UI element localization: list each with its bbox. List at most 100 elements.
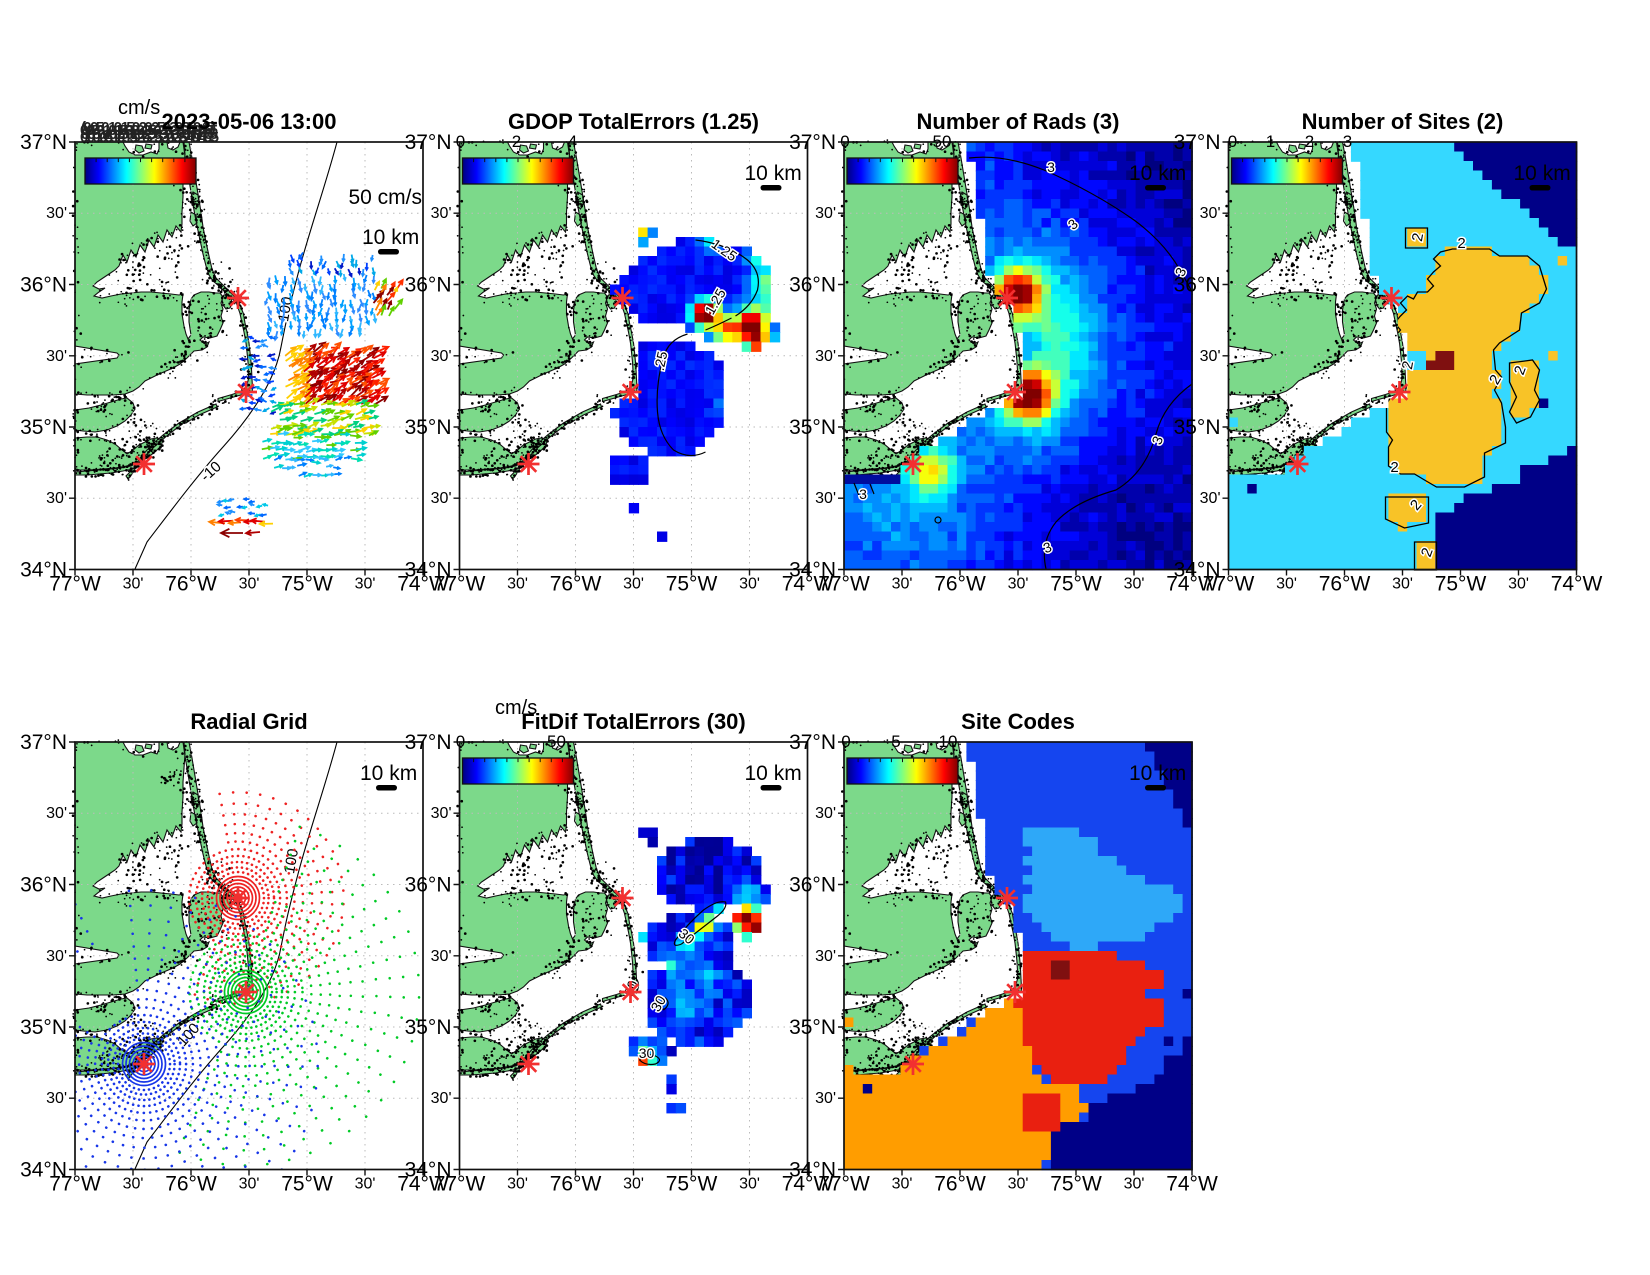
svg-text:77°W: 77°W xyxy=(49,1173,101,1196)
svg-text:36°N: 36°N xyxy=(789,274,836,297)
svg-text:30': 30' xyxy=(1008,576,1029,593)
svg-text:30': 30' xyxy=(46,490,67,507)
svg-text:3: 3 xyxy=(859,486,867,502)
svg-text:Site Codes: Site Codes xyxy=(961,709,1075,734)
svg-text:35°N: 35°N xyxy=(20,416,67,439)
svg-text:75°W: 75°W xyxy=(1050,1173,1102,1196)
svg-text:30': 30' xyxy=(431,1090,452,1107)
svg-text:30': 30' xyxy=(431,948,452,965)
svg-text:35°N: 35°N xyxy=(1174,416,1221,439)
svg-text:75°W: 75°W xyxy=(666,573,718,596)
svg-text:30': 30' xyxy=(355,576,376,593)
svg-text:30': 30' xyxy=(123,1176,144,1193)
svg-text:30': 30' xyxy=(123,576,144,593)
svg-text:34°N: 34°N xyxy=(405,559,452,582)
svg-text:Radial Grid: Radial Grid xyxy=(190,709,307,734)
svg-text:30': 30' xyxy=(431,348,452,365)
svg-text:36°N: 36°N xyxy=(789,874,836,897)
svg-text:30': 30' xyxy=(1124,1176,1145,1193)
svg-text:FitDif TotalErrors (30): FitDif TotalErrors (30) xyxy=(521,709,746,734)
svg-text:30': 30' xyxy=(1124,576,1145,593)
svg-text:34°N: 34°N xyxy=(789,1159,836,1182)
svg-text:0: 0 xyxy=(841,732,850,751)
svg-text:30': 30' xyxy=(46,1090,67,1107)
svg-text:75°W: 75°W xyxy=(1435,573,1487,596)
svg-text:1: 1 xyxy=(1266,132,1275,151)
svg-text:3: 3 xyxy=(1047,159,1055,175)
svg-text:30': 30' xyxy=(815,490,836,507)
svg-text:10 km: 10 km xyxy=(360,762,417,785)
svg-text:30': 30' xyxy=(815,205,836,222)
svg-text:36°N: 36°N xyxy=(405,274,452,297)
svg-text:74°W: 74°W xyxy=(1551,573,1603,596)
svg-text:30': 30' xyxy=(815,1090,836,1107)
svg-text:34°N: 34°N xyxy=(20,559,67,582)
svg-text:74°W: 74°W xyxy=(1166,573,1218,596)
svg-text:30': 30' xyxy=(355,1176,376,1193)
svg-text:30': 30' xyxy=(46,805,67,822)
svg-text:34°N: 34°N xyxy=(789,559,836,582)
svg-text:36°N: 36°N xyxy=(20,874,67,897)
svg-text:50: 50 xyxy=(547,732,566,751)
svg-text:35°N: 35°N xyxy=(789,1016,836,1039)
svg-text:30': 30' xyxy=(1200,348,1221,365)
svg-text:30': 30' xyxy=(507,576,528,593)
svg-text:77°W: 77°W xyxy=(434,573,486,596)
svg-text:10 km: 10 km xyxy=(1129,162,1186,185)
svg-text:30': 30' xyxy=(1276,576,1297,593)
svg-text:36°N: 36°N xyxy=(1174,274,1221,297)
svg-text:77°W: 77°W xyxy=(818,573,870,596)
svg-text:77°W: 77°W xyxy=(434,1173,486,1196)
svg-text:76°W: 76°W xyxy=(550,1173,602,1196)
svg-text:2: 2 xyxy=(512,132,521,151)
svg-text:77°W: 77°W xyxy=(1203,573,1255,596)
svg-text:34°N: 34°N xyxy=(20,1159,67,1182)
svg-text:75°W: 75°W xyxy=(666,1173,718,1196)
svg-text:37°N: 37°N xyxy=(789,131,836,154)
svg-text:.25: .25 xyxy=(651,350,671,373)
svg-text:77°W: 77°W xyxy=(818,1173,870,1196)
svg-text:35°N: 35°N xyxy=(405,1016,452,1039)
svg-text:30': 30' xyxy=(431,805,452,822)
svg-text:74°W: 74°W xyxy=(1166,1173,1218,1196)
svg-text:75°W: 75°W xyxy=(1050,573,1102,596)
svg-text:76°W: 76°W xyxy=(165,573,217,596)
svg-text:10 km: 10 km xyxy=(1129,762,1186,785)
svg-text:34°N: 34°N xyxy=(1174,559,1221,582)
svg-text:3: 3 xyxy=(1343,132,1352,151)
svg-text:30': 30' xyxy=(1508,576,1529,593)
svg-text:10 km: 10 km xyxy=(745,762,802,785)
svg-text:75°W: 75°W xyxy=(281,573,333,596)
svg-text:10 km: 10 km xyxy=(745,162,802,185)
svg-text:0: 0 xyxy=(840,132,849,151)
svg-text:74°W: 74°W xyxy=(782,1173,834,1196)
svg-text:30': 30' xyxy=(46,948,67,965)
svg-text:35°N: 35°N xyxy=(405,416,452,439)
svg-text:76°W: 76°W xyxy=(1319,573,1371,596)
svg-text:30': 30' xyxy=(46,348,67,365)
svg-text:75°W: 75°W xyxy=(281,1173,333,1196)
svg-text:30': 30' xyxy=(431,490,452,507)
svg-text:cm/s: cm/s xyxy=(118,97,160,119)
svg-text:30': 30' xyxy=(46,205,67,222)
svg-text:37°N: 37°N xyxy=(20,131,67,154)
svg-text:4: 4 xyxy=(568,132,577,151)
svg-text:35°N: 35°N xyxy=(789,416,836,439)
svg-text:0: 0 xyxy=(1228,132,1237,151)
svg-text:30': 30' xyxy=(239,1176,260,1193)
svg-text:76°W: 76°W xyxy=(934,573,986,596)
svg-text:37°N: 37°N xyxy=(405,731,452,754)
svg-text:36°N: 36°N xyxy=(405,874,452,897)
svg-text:30': 30' xyxy=(431,205,452,222)
svg-text:2: 2 xyxy=(1305,132,1314,151)
svg-text:30': 30' xyxy=(815,805,836,822)
svg-text:76°W: 76°W xyxy=(550,573,602,596)
svg-text:10 km: 10 km xyxy=(362,226,419,249)
svg-text:74°W: 74°W xyxy=(397,1173,449,1196)
svg-text:34°N: 34°N xyxy=(405,1159,452,1182)
svg-text:30': 30' xyxy=(623,1176,644,1193)
svg-text:30': 30' xyxy=(239,576,260,593)
svg-text:cm/s: cm/s xyxy=(495,697,537,719)
svg-text:30: 30 xyxy=(639,1045,655,1061)
svg-text:10: 10 xyxy=(939,732,958,751)
